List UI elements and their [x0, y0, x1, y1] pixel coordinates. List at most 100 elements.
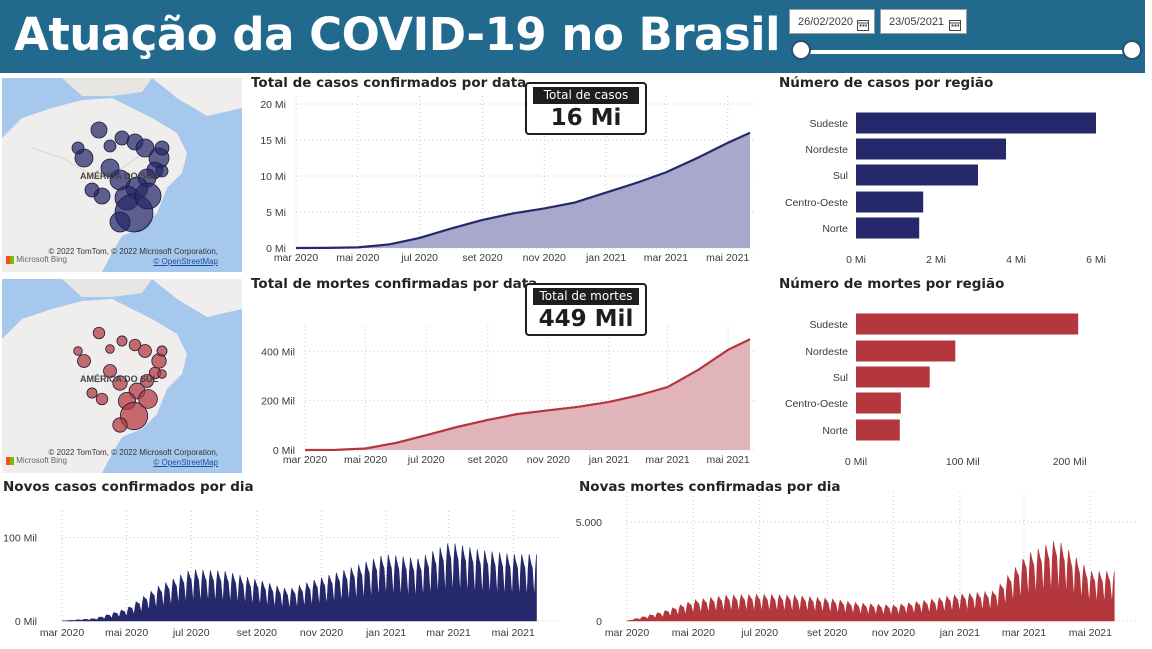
header-bar: Atuação da COVID-19 no Brasil 26/02/2020…	[0, 0, 1145, 73]
x-tick-label: 0 Mi	[846, 254, 866, 266]
category-label: Sudeste	[809, 319, 848, 331]
bar-centrooeste	[856, 392, 901, 414]
map-bubble	[138, 344, 152, 358]
map-bubble	[135, 138, 155, 158]
cases-bubble-map[interactable]: AMÉRICA DO SUL © 2022 TomTom, © 2022 Mic…	[2, 78, 242, 272]
map-bubble	[154, 140, 170, 156]
map-region-label: AMÉRICA DO SUL	[80, 171, 159, 181]
map-bubbles	[73, 326, 168, 433]
bar-centrooeste	[856, 191, 924, 213]
osm-link[interactable]: © OpenStreetMap	[153, 458, 218, 467]
end-date-input[interactable]: 23/05/2021	[880, 9, 967, 34]
x-tick-label: mar 2020	[274, 252, 319, 264]
series-area	[626, 541, 1115, 622]
x-tick-label: mai 2021	[706, 252, 749, 264]
x-tick-label: jul 2020	[400, 252, 438, 264]
total-cases-card: Total de casos 16 Mi	[525, 82, 647, 135]
y-tick-label: 10 Mi	[260, 171, 286, 183]
x-tick-label: jul 2020	[172, 627, 210, 639]
map-bubble	[138, 389, 158, 409]
calendar-icon[interactable]	[949, 16, 961, 41]
x-tick-label: mar 2021	[644, 252, 689, 264]
category-label: Norte	[822, 425, 848, 437]
calendar-icon[interactable]	[857, 16, 869, 41]
x-tick-label: set 2020	[237, 627, 277, 639]
x-tick-label: set 2020	[807, 627, 847, 639]
x-tick-label: 2 Mi	[926, 254, 946, 266]
x-tick-label: jan 2021	[585, 252, 626, 264]
map-bubble	[109, 211, 131, 233]
series-area	[296, 132, 750, 248]
start-date-value: 26/02/2020	[798, 16, 854, 28]
bar-sul	[856, 366, 930, 388]
x-tick-label: nov 2020	[527, 454, 570, 466]
x-tick-label: jul 2020	[407, 454, 445, 466]
y-tick-label: 15 Mi	[260, 135, 286, 147]
x-tick-label: mai 2021	[492, 627, 535, 639]
map-bubble	[112, 375, 128, 391]
map-bubble	[134, 182, 162, 210]
map-bubble	[73, 346, 83, 356]
bar-sudeste	[856, 313, 1079, 335]
x-tick-label: jan 2021	[365, 627, 406, 639]
x-tick-label: nov 2020	[300, 627, 343, 639]
y-tick-label: 0	[596, 616, 602, 628]
total-deaths-card: Total de mortes 449 Mil	[525, 283, 647, 336]
x-tick-label: nov 2020	[872, 627, 915, 639]
deaths-region-chart[interactable]: 0 Mil 100 Mil 200 Mil Sudeste Nordeste Sul Cen…	[775, 300, 1140, 472]
map-bubbles	[71, 121, 170, 233]
map-bubble	[112, 417, 128, 433]
cases-region-chart[interactable]: 0 Mi 2 Mi 4 Mi 6 Mi Sudeste Nordeste Sul Centro…	[775, 100, 1140, 270]
page-title: Atuação da COVID-19 no Brasil	[14, 8, 781, 61]
map-region-label: AMÉRICA DO SUL	[80, 374, 159, 384]
x-tick-label: jul 2020	[740, 627, 778, 639]
bar-norte	[856, 419, 900, 441]
map-bubble	[128, 338, 142, 352]
y-tick-label: 0 Mi	[266, 243, 286, 255]
category-label: Nordeste	[805, 346, 848, 358]
map-bubble	[95, 392, 109, 406]
map-credit-text: © 2022 TomTom, © 2022 Microsoft Corporat…	[48, 247, 219, 256]
y-tick-label: 100 Mil	[3, 533, 37, 545]
deaths-region-title: Número de mortes por região	[779, 276, 1005, 292]
map-bubble	[140, 374, 154, 388]
map-bubble	[116, 335, 128, 347]
osm-link[interactable]: © OpenStreetMap	[153, 257, 218, 266]
map-bubble	[105, 344, 115, 354]
x-tick-label: mar 2020	[40, 627, 85, 639]
map-credit-text: © 2022 TomTom, © 2022 Microsoft Corporat…	[48, 448, 219, 457]
bar-nordeste	[856, 138, 1006, 160]
cum-deaths-chart[interactable]: 0 Mil 200 Mil 400 Mil mar 2020 mai 2020 jul 2…	[245, 300, 755, 472]
map-bubble	[92, 326, 106, 340]
start-date-input[interactable]: 26/02/2020	[789, 9, 875, 34]
x-tick-label: jan 2021	[939, 627, 980, 639]
x-tick-label: mar 2021	[645, 454, 690, 466]
date-slider-start-handle[interactable]	[791, 40, 811, 60]
category-label: Sudeste	[809, 118, 848, 130]
daily-cases-chart[interactable]: 0 Mil 100 Mil mar 2020 mai 2020 jul 2020 set …	[0, 497, 570, 647]
x-tick-label: 100 Mil	[946, 456, 980, 468]
y-tick-label: 20 Mi	[260, 99, 286, 111]
map-bubble	[90, 121, 108, 139]
category-label: Sul	[833, 170, 848, 182]
daily-deaths-chart[interactable]: 0 5.000 mar 2020 mai 2020 jul 2020 set 2020 no…	[575, 492, 1147, 647]
x-tick-label: set 2020	[462, 252, 502, 264]
cum-cases-chart[interactable]: 0 Mi 5 Mi 10 Mi 15 Mi 20 Mi mar 2020 mai 2020 j…	[245, 95, 755, 270]
date-slider-track[interactable]	[800, 50, 1132, 54]
x-tick-label: mai 2020	[672, 627, 715, 639]
map-bubble	[156, 345, 168, 357]
map-bubble	[71, 141, 85, 155]
y-tick-label: 0 Mil	[15, 616, 37, 628]
bing-logo: Microsoft Bing	[6, 255, 67, 264]
end-date-value: 23/05/2021	[889, 16, 945, 28]
date-slider-end-handle[interactable]	[1122, 40, 1142, 60]
daily-cases-title: Novos casos confirmados por dia	[3, 479, 254, 495]
bing-logo: Microsoft Bing	[6, 456, 67, 465]
x-tick-label: 6 Mi	[1086, 254, 1106, 266]
bar-nordeste	[856, 340, 956, 362]
deaths-bubble-map[interactable]: AMÉRICA DO SUL © 2022 TomTom, © 2022 Mic…	[2, 279, 242, 473]
bar-sudeste	[856, 112, 1096, 134]
kpi-value: 16 Mi	[550, 105, 622, 131]
cases-region-title: Número de casos por região	[779, 75, 994, 91]
map-bubble	[77, 354, 91, 368]
